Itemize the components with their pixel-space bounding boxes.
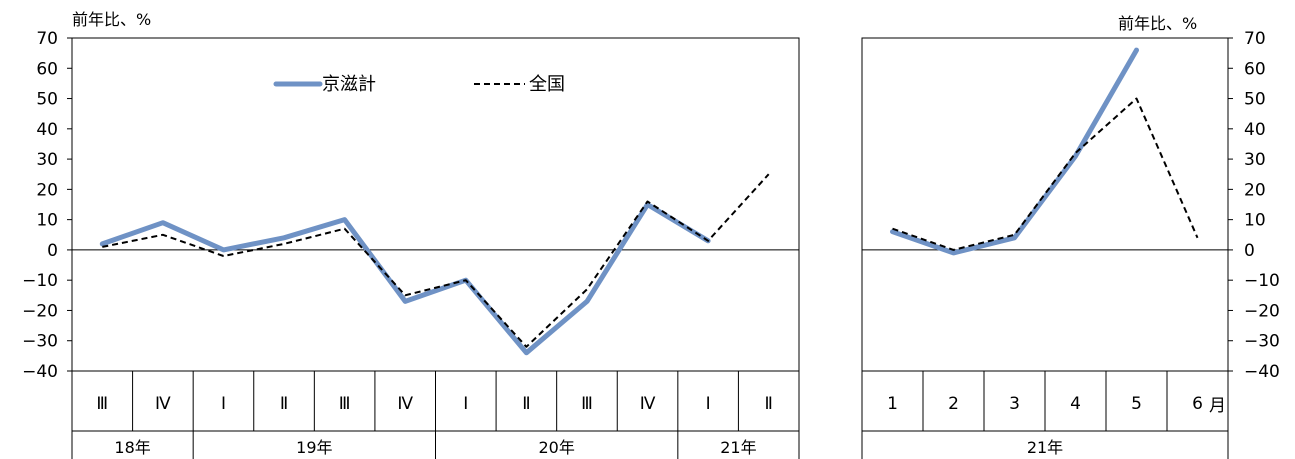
left-y-tick-label: 30 bbox=[36, 150, 58, 170]
left-y-tick-label: 70 bbox=[36, 29, 58, 49]
right-plot-frame bbox=[861, 37, 1229, 372]
right-y-tick-label: 50 bbox=[1244, 90, 1266, 110]
left-category-label: Ⅱ bbox=[765, 394, 773, 414]
left-series-keishi-line bbox=[99, 202, 711, 356]
right-group-label: 21年 bbox=[1027, 438, 1063, 457]
left-group-label: 20年 bbox=[538, 438, 574, 457]
left-y-tick-label: 60 bbox=[36, 59, 58, 79]
left-series-lines bbox=[72, 173, 799, 356]
legend-zenkoku-label: 全国 bbox=[529, 74, 565, 95]
left-category-label: Ⅳ bbox=[397, 394, 413, 414]
left-y-tick-label: −30 bbox=[22, 332, 58, 352]
left-category-label: Ⅱ bbox=[280, 394, 288, 414]
left-category-label: Ⅲ bbox=[96, 394, 108, 414]
left-y-tick-label: −40 bbox=[22, 362, 58, 382]
right-category-label: 3 bbox=[1009, 394, 1020, 414]
left-y-axis-label: 前年比、% bbox=[72, 10, 151, 29]
right-y-tick-label: 60 bbox=[1244, 59, 1266, 79]
right-y-tick-label: 20 bbox=[1244, 180, 1266, 200]
left-y-tick-labels: 70 60 50 40 30 20 10 0 −10 −20 −30 −40 bbox=[22, 29, 72, 382]
left-y-tick-label: −20 bbox=[22, 301, 58, 321]
right-series-lines bbox=[862, 47, 1228, 256]
right-series-keishi-line bbox=[890, 47, 1139, 256]
right-y-tick-label: 70 bbox=[1244, 29, 1266, 49]
left-category-label: Ⅳ bbox=[640, 394, 656, 414]
left-series-zenkoku-line bbox=[102, 173, 770, 348]
left-category-label: Ⅲ bbox=[581, 394, 593, 414]
left-category-label: Ⅰ bbox=[221, 394, 226, 414]
left-group-label: 21年 bbox=[720, 438, 756, 457]
right-category-label: 6 bbox=[1192, 394, 1203, 414]
left-group-label: 18年 bbox=[114, 438, 150, 457]
left-y-tick-label: 20 bbox=[36, 180, 58, 200]
right-category-label: 2 bbox=[948, 394, 959, 414]
left-category-label: Ⅲ bbox=[339, 394, 351, 414]
left-y-tick-label: 50 bbox=[36, 90, 58, 110]
left-y-tick-label: 0 bbox=[47, 241, 58, 261]
right-category-label: 4 bbox=[1070, 394, 1081, 414]
left-category-label: Ⅰ bbox=[706, 394, 711, 414]
legend-keishi-label: 京滋計 bbox=[322, 74, 376, 95]
right-category-label: 5 bbox=[1131, 394, 1142, 414]
right-y-tick-label: −20 bbox=[1244, 301, 1280, 321]
right-y-tick-label: −40 bbox=[1244, 362, 1280, 382]
left-y-tick-label: −10 bbox=[22, 271, 58, 291]
left-category-axis: Ⅲ Ⅳ Ⅰ Ⅱ Ⅲ Ⅳ Ⅰ Ⅱ Ⅲ Ⅳ Ⅰ Ⅱ 18年 19年 20年 21年 bbox=[71, 371, 800, 459]
right-y-tick-label: 10 bbox=[1244, 211, 1266, 231]
legend: 京滋計 全国 bbox=[273, 74, 565, 95]
right-category-label: 1 bbox=[887, 394, 898, 414]
right-y-tick-labels: 70 60 50 40 30 20 10 0 −10 −20 −30 −40 bbox=[1228, 29, 1280, 382]
right-y-tick-label: 30 bbox=[1244, 150, 1266, 170]
right-category-suffix: 月 bbox=[1209, 396, 1226, 416]
left-plot-frame bbox=[71, 37, 800, 372]
left-group-label: 19年 bbox=[296, 438, 332, 457]
right-y-tick-label: −30 bbox=[1244, 332, 1280, 352]
left-y-tick-label: 40 bbox=[36, 120, 58, 140]
right-y-tick-label: −10 bbox=[1244, 271, 1280, 291]
left-category-label: Ⅱ bbox=[522, 394, 530, 414]
left-category-label: Ⅰ bbox=[463, 394, 468, 414]
right-y-tick-label: 0 bbox=[1244, 241, 1255, 261]
left-y-tick-label: 10 bbox=[36, 211, 58, 231]
right-series-zenkoku-line bbox=[892, 97, 1199, 251]
right-y-tick-label: 40 bbox=[1244, 120, 1266, 140]
right-y-axis-label: 前年比、% bbox=[1118, 14, 1197, 33]
left-category-label: Ⅳ bbox=[155, 394, 171, 414]
right-category-axis: 1 2 3 4 5 6 月 21年 bbox=[861, 371, 1229, 459]
